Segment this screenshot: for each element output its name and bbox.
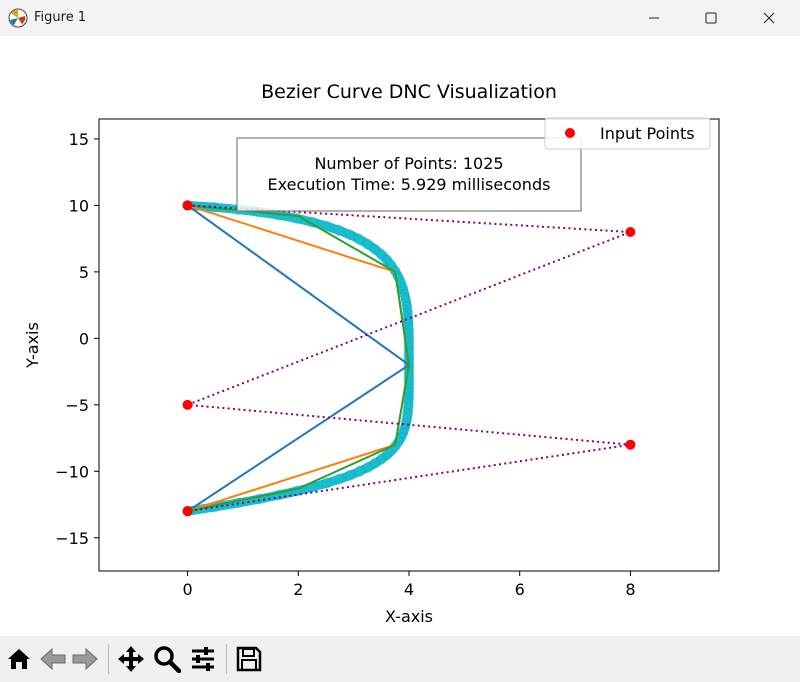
x-axis-label: X-axis [385, 607, 433, 626]
y-tick-label: −10 [55, 462, 89, 481]
forward-button[interactable] [70, 644, 100, 674]
y-tick-label: 15 [69, 130, 89, 149]
curve-point [399, 289, 410, 300]
curve-point [400, 295, 412, 306]
back-arrow-icon [40, 647, 66, 671]
navigation-toolbar [0, 636, 800, 682]
curve-point [402, 313, 414, 324]
curve-point [399, 423, 410, 434]
annotation-line-time: Execution Time: 5.929 milliseconds [268, 175, 551, 194]
forward-arrow-icon [72, 647, 98, 671]
maximize-button[interactable] [682, 0, 740, 36]
curve-point [403, 343, 415, 354]
matplotlib-figure-icon [8, 8, 28, 28]
y-tick-label: 5 [79, 263, 89, 282]
y-tick-label: −5 [65, 396, 89, 415]
curve-point [333, 473, 345, 485]
input-point [182, 506, 193, 517]
x-tick-label: 4 [404, 580, 414, 599]
legend-marker [565, 128, 575, 138]
minimize-icon [649, 17, 659, 19]
home-icon [8, 649, 30, 669]
curve-point [402, 307, 413, 318]
curve-point [354, 234, 365, 245]
curve-point [369, 457, 381, 469]
y-tick-label: 10 [69, 196, 89, 215]
home-button[interactable] [4, 644, 34, 674]
save-button[interactable] [234, 644, 264, 674]
zoom-icon [154, 646, 181, 673]
curve-point [354, 466, 365, 477]
toolbar-separator [108, 644, 109, 674]
close-button[interactable] [740, 0, 798, 36]
input-point [182, 200, 193, 211]
figure-canvas: Bezier Curve DNC Visualization 0 2 4 6 8 15 10… [0, 36, 800, 636]
curve-point [273, 489, 285, 501]
curve-point [321, 220, 332, 232]
toolbar-separator [226, 644, 227, 674]
bezier-chart: Bezier Curve DNC Visualization 0 2 4 6 8 15 10… [23, 81, 720, 626]
input-point [625, 439, 636, 450]
curve-point [393, 271, 404, 283]
maximize-icon [705, 12, 717, 24]
curve-point [376, 249, 387, 260]
chart-title: Bezier Curve DNC Visualization [261, 81, 557, 103]
configure-subplots-button[interactable] [188, 644, 218, 674]
curve-point [369, 244, 381, 255]
annotation-box: Number of Points: 1025 Execution Time: 5… [236, 137, 582, 212]
curve-point [333, 225, 345, 236]
input-point [182, 399, 193, 410]
x-tick-label: 0 [182, 580, 192, 599]
close-icon [763, 12, 775, 24]
zoom-button[interactable] [152, 644, 182, 674]
window-title: Figure 1 [34, 10, 87, 25]
curve-point [381, 254, 393, 266]
curve-point [291, 485, 303, 497]
save-icon [236, 646, 262, 672]
window-titlebar: Figure 1 [0, 0, 800, 36]
curve-point [381, 449, 393, 461]
legend: Input Points [544, 117, 711, 150]
curve-point [403, 382, 415, 394]
back-button[interactable] [38, 644, 68, 674]
legend-label-input-points: Input Points [600, 124, 695, 143]
y-tick-label: −15 [55, 529, 89, 548]
minimize-button[interactable] [625, 0, 683, 36]
y-axis-label: Y-axis [23, 322, 42, 369]
x-tick-label: 6 [515, 580, 525, 599]
pan-button[interactable] [116, 644, 146, 674]
curve-point [403, 377, 415, 388]
curve-point [376, 453, 387, 465]
curve-point [321, 477, 332, 489]
annotation-line-points: Number of Points: 1025 [314, 154, 503, 173]
y-tick-label: 0 [79, 329, 89, 348]
x-tick-label: 2 [293, 580, 303, 599]
input-point [625, 227, 636, 237]
curve-point [344, 229, 356, 241]
x-tick-label: 8 [625, 580, 635, 599]
curve-point [403, 371, 415, 383]
pan-icon [118, 646, 144, 672]
curve-point [401, 301, 413, 312]
iteration-3-polyline [187, 204, 410, 513]
final-bezier-curve [183, 200, 414, 516]
curve-point [362, 239, 374, 250]
curve-point [403, 337, 415, 348]
curve-point [344, 470, 356, 481]
configure-subplots-icon [192, 647, 214, 671]
